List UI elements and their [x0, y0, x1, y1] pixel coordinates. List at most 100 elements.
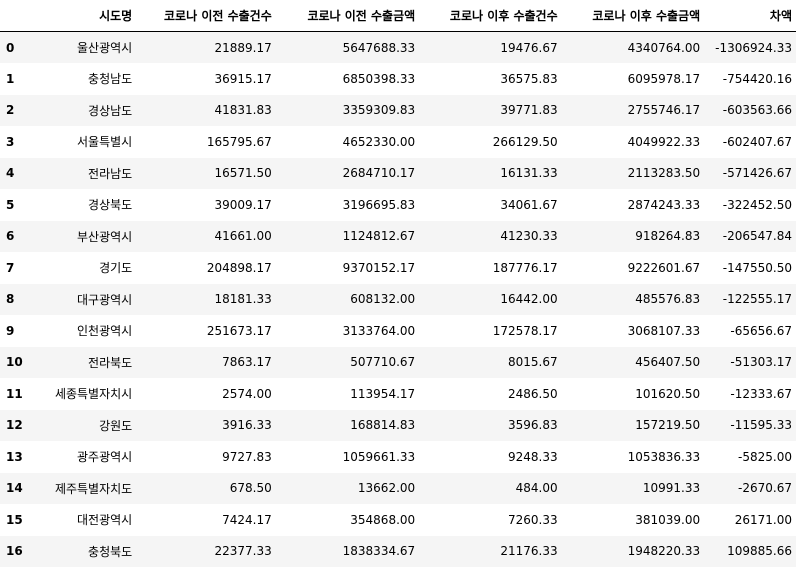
pre-covid-amount-cell: 507710.67 — [276, 347, 419, 379]
pre-covid-count-cell: 3916.33 — [136, 410, 276, 442]
row-index: 4 — [0, 158, 27, 190]
pre-covid-amount-cell: 1059661.33 — [276, 441, 419, 473]
post-covid-amount-cell: 3068107.33 — [562, 315, 704, 347]
region-cell: 경기도 — [27, 252, 137, 284]
row-index: 2 — [0, 95, 27, 127]
difference-cell: -5825.00 — [704, 441, 796, 473]
region-cell: 충청북도 — [27, 536, 137, 567]
post-covid-amount-cell: 157219.50 — [562, 410, 704, 442]
region-cell: 서울특별시 — [27, 126, 137, 158]
post-covid-amount-cell: 2755746.17 — [562, 95, 704, 127]
pre-covid-amount-cell: 354868.00 — [276, 504, 419, 536]
pre-covid-amount-cell: 3359309.83 — [276, 95, 419, 127]
post-covid-amount-cell: 381039.00 — [562, 504, 704, 536]
pre-covid-count-cell: 36915.17 — [136, 63, 276, 95]
post-covid-count-cell: 39771.83 — [419, 95, 561, 127]
post-covid-count-cell: 19476.67 — [419, 32, 561, 64]
row-index: 12 — [0, 410, 27, 442]
row-index: 6 — [0, 221, 27, 253]
region-cell: 광주광역시 — [27, 441, 137, 473]
pre-covid-count-cell: 22377.33 — [136, 536, 276, 567]
pre-covid-amount-cell: 1124812.67 — [276, 221, 419, 253]
post-covid-count-cell: 9248.33 — [419, 441, 561, 473]
post-covid-count-cell: 3596.83 — [419, 410, 561, 442]
row-index: 14 — [0, 473, 27, 505]
difference-cell: -51303.17 — [704, 347, 796, 379]
region-cell: 제주특별자치도 — [27, 473, 137, 505]
region-cell: 경상북도 — [27, 189, 137, 221]
pre-covid-amount-cell: 168814.83 — [276, 410, 419, 442]
difference-cell: -122555.17 — [704, 284, 796, 316]
pre-covid-count-cell: 7424.17 — [136, 504, 276, 536]
post-covid-amount-cell: 2874243.33 — [562, 189, 704, 221]
post-covid-count-cell: 16442.00 — [419, 284, 561, 316]
post-covid-amount-cell: 2113283.50 — [562, 158, 704, 190]
difference-cell: -147550.50 — [704, 252, 796, 284]
region-cell: 부산광역시 — [27, 221, 137, 253]
row-index: 0 — [0, 32, 27, 64]
post-covid-amount-cell: 485576.83 — [562, 284, 704, 316]
post-covid-count-cell: 172578.17 — [419, 315, 561, 347]
region-cell: 강원도 — [27, 410, 137, 442]
pre-covid-amount-cell: 3196695.83 — [276, 189, 419, 221]
pre-covid-amount-cell: 6850398.33 — [276, 63, 419, 95]
post-covid-amount-cell: 456407.50 — [562, 347, 704, 379]
difference-cell: -754420.16 — [704, 63, 796, 95]
pre-covid-amount-cell: 4652330.00 — [276, 126, 419, 158]
pre-covid-amount-cell: 113954.17 — [276, 378, 419, 410]
pre-covid-count-cell: 2574.00 — [136, 378, 276, 410]
difference-cell: -206547.84 — [704, 221, 796, 253]
row-index: 8 — [0, 284, 27, 316]
post-covid-amount-cell: 1948220.33 — [562, 536, 704, 567]
region-cell: 대구광역시 — [27, 284, 137, 316]
pre-covid-count-cell: 16571.50 — [136, 158, 276, 190]
difference-cell: -1306924.33 — [704, 32, 796, 64]
column-header-post-covid-amount: 코로나 이후 수출금액 — [562, 0, 704, 32]
column-header-pre-covid-amount: 코로나 이전 수출금액 — [276, 0, 419, 32]
difference-cell: -571426.67 — [704, 158, 796, 190]
column-header-region: 시도명 — [27, 0, 137, 32]
difference-cell: -2670.67 — [704, 473, 796, 505]
pre-covid-count-cell: 21889.17 — [136, 32, 276, 64]
post-covid-amount-cell: 4049922.33 — [562, 126, 704, 158]
pre-covid-amount-cell: 1838334.67 — [276, 536, 419, 567]
pre-covid-amount-cell: 2684710.17 — [276, 158, 419, 190]
row-index: 16 — [0, 536, 27, 567]
row-index: 5 — [0, 189, 27, 221]
post-covid-count-cell: 2486.50 — [419, 378, 561, 410]
pre-covid-amount-cell: 608132.00 — [276, 284, 419, 316]
pre-covid-amount-cell: 3133764.00 — [276, 315, 419, 347]
post-covid-count-cell: 34061.67 — [419, 189, 561, 221]
post-covid-count-cell: 21176.33 — [419, 536, 561, 567]
post-covid-count-cell: 8015.67 — [419, 347, 561, 379]
region-cell: 인천광역시 — [27, 315, 137, 347]
row-index: 15 — [0, 504, 27, 536]
row-index: 7 — [0, 252, 27, 284]
pre-covid-count-cell: 39009.17 — [136, 189, 276, 221]
region-cell: 대전광역시 — [27, 504, 137, 536]
difference-cell: -602407.67 — [704, 126, 796, 158]
row-index: 11 — [0, 378, 27, 410]
post-covid-count-cell: 266129.50 — [419, 126, 561, 158]
pre-covid-amount-cell: 5647688.33 — [276, 32, 419, 64]
difference-cell: 26171.00 — [704, 504, 796, 536]
column-header-pre-covid-count: 코로나 이전 수출건수 — [136, 0, 276, 32]
region-cell: 전라남도 — [27, 158, 137, 190]
row-index: 1 — [0, 63, 27, 95]
post-covid-amount-cell: 101620.50 — [562, 378, 704, 410]
